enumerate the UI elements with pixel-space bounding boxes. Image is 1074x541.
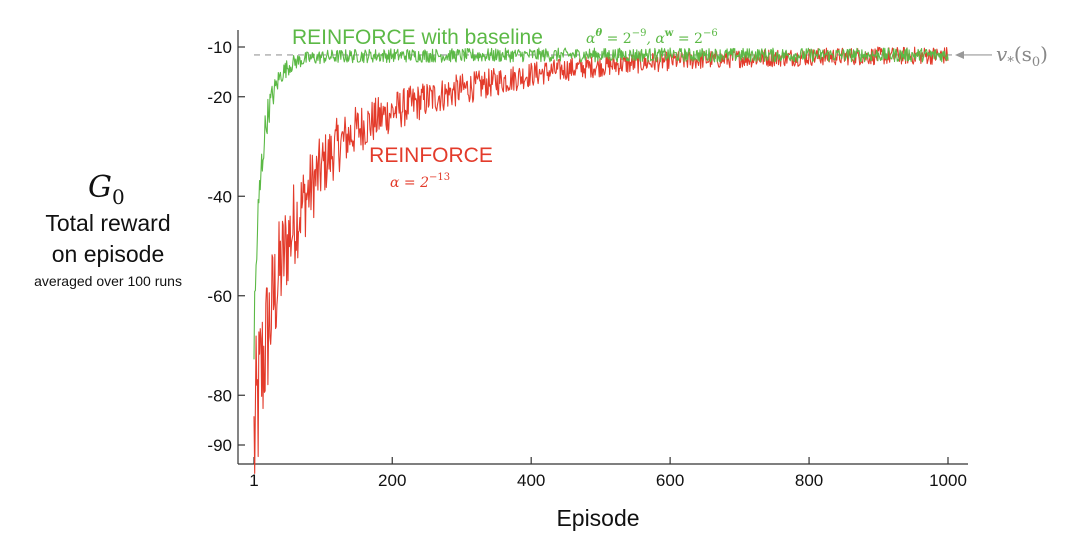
x-tick-label: 1000 — [929, 471, 967, 490]
series-param-baseline: αθ = 2−9, αw = 2−6 — [586, 28, 718, 47]
y-axis-label-note: averaged over 100 runs — [34, 273, 182, 289]
series-label-baseline: REINFORCE with baseline — [292, 26, 543, 49]
reference-arrow-head — [955, 50, 964, 59]
y-axis-symbol: G0 — [88, 170, 125, 209]
x-axis-ticks: 1 200 400 600 800 1000 — [249, 457, 967, 490]
series-labels: REINFORCE with baseline αθ = 2−9, αw = 2… — [292, 26, 718, 191]
y-tick-label: -40 — [207, 187, 232, 206]
reference-line-group: v*(s0) — [254, 42, 1048, 70]
x-tick-label: 800 — [795, 471, 823, 490]
y-tick-label: -10 — [207, 38, 232, 57]
series-line-reinforce — [253, 46, 949, 474]
y-tick-label: -80 — [207, 386, 232, 405]
x-tick-label: 400 — [517, 471, 545, 490]
x-tick-label: 600 — [656, 471, 684, 490]
x-axis-title: Episode — [556, 505, 639, 531]
y-tick-label: -20 — [207, 88, 232, 107]
series-label-reinforce: REINFORCE — [369, 144, 493, 167]
y-axis-ticks: -10 -20 -40 -60 -80 -90 — [207, 38, 245, 455]
y-tick-label: -60 — [207, 287, 232, 306]
y-tick-label: -90 — [207, 436, 232, 455]
y-axis-label: G0 Total reward on episode averaged over… — [34, 170, 182, 289]
y-axis-label-line-2: on episode — [52, 241, 165, 267]
reference-label: v*(s0) — [996, 42, 1048, 70]
y-axis-label-line-1: Total reward — [45, 210, 170, 236]
series-param-reinforce: α = 2−13 — [390, 172, 450, 191]
series-line-reinforce-with-baseline — [253, 47, 949, 360]
x-tick-label: 1 — [249, 471, 258, 490]
series-layer — [253, 46, 949, 474]
x-tick-label: 200 — [378, 471, 406, 490]
